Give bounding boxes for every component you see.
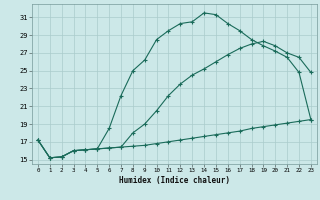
X-axis label: Humidex (Indice chaleur): Humidex (Indice chaleur) xyxy=(119,176,230,185)
